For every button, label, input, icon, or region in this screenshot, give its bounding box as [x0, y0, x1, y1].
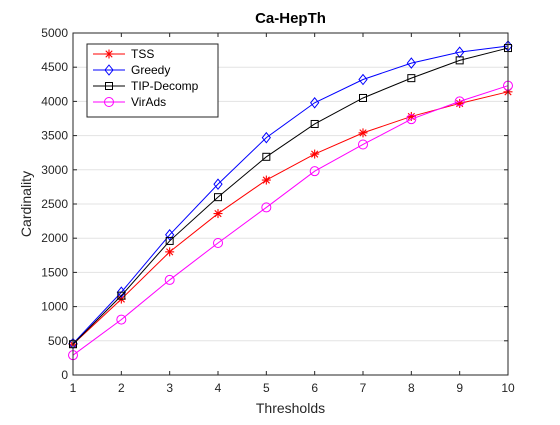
- legend-label: Greedy: [131, 63, 170, 77]
- x-tick-label: 5: [263, 381, 270, 395]
- legend-item: TSS: [93, 47, 154, 61]
- data-point: [261, 175, 271, 185]
- y-tick-label: 2000: [41, 231, 68, 245]
- legend-marker: [105, 82, 113, 90]
- y-tick-label: 3500: [41, 129, 68, 143]
- x-tick-label: 9: [456, 381, 463, 395]
- data-point: [359, 93, 367, 102]
- x-tick-label: 4: [215, 381, 222, 395]
- x-tick-label: 10: [501, 381, 515, 395]
- data-point: [262, 152, 271, 161]
- data-point: [165, 236, 174, 245]
- x-tick-label: 3: [166, 381, 173, 395]
- x-tick-label: 1: [70, 381, 77, 395]
- data-point: [164, 274, 175, 285]
- series-layer: [68, 40, 513, 361]
- legend-marker: [104, 64, 114, 76]
- legend: TSS Greedy TIP-Decomp VirAds: [86, 43, 219, 118]
- data-point: [358, 73, 368, 86]
- data-point: [116, 286, 126, 299]
- data-point: [309, 166, 320, 177]
- x-axis: 1 2 3 4 5 6 7 8 9 10: [70, 33, 515, 395]
- y-axis: 0 500 1000 1500 2000 2500 3000 3500 4000 4500 5000: [41, 26, 508, 382]
- y-tick-label: 1500: [41, 265, 68, 279]
- legend-item: Greedy: [93, 63, 170, 77]
- data-point: [407, 74, 416, 83]
- legend-label: TSS: [131, 47, 154, 61]
- chart-title: Ca-HepTh: [255, 10, 326, 27]
- data-point: [165, 247, 175, 257]
- x-tick-label: 2: [118, 381, 125, 395]
- y-tick-label: 0: [61, 368, 68, 382]
- data-point: [310, 96, 320, 109]
- legend-item: VirAds: [93, 95, 166, 109]
- x-tick-label: 7: [360, 381, 367, 395]
- data-point: [261, 131, 271, 144]
- data-point: [406, 57, 416, 69]
- legend-item: TIP-Decomp: [93, 79, 199, 93]
- y-axis-label: Cardinality: [18, 171, 34, 237]
- series-tip-decomp: [69, 44, 512, 349]
- legend-marker: [104, 97, 114, 107]
- data-point: [454, 96, 465, 107]
- y-tick-label: 3000: [41, 163, 68, 177]
- data-point: [214, 193, 222, 202]
- y-tick-label: 4000: [41, 94, 68, 108]
- legend-marker: [104, 49, 114, 59]
- data-point: [165, 228, 175, 241]
- data-point: [406, 114, 417, 125]
- x-axis-label: Thresholds: [256, 400, 325, 416]
- y-tick-label: 2500: [41, 197, 68, 211]
- series-line: [72, 47, 509, 345]
- x-tick-label: 8: [408, 381, 415, 395]
- series-line: [72, 85, 509, 356]
- series-line: [72, 45, 509, 344]
- data-point: [117, 291, 126, 300]
- legend-label: VirAds: [131, 95, 166, 109]
- series-greedy: [68, 40, 513, 350]
- data-point: [213, 209, 223, 219]
- data-point: [455, 56, 464, 65]
- y-tick-label: 5000: [41, 26, 68, 40]
- data-point: [358, 128, 368, 138]
- data-point: [116, 314, 127, 325]
- data-point: [261, 202, 272, 213]
- data-point: [310, 119, 319, 128]
- y-tick-label: 1000: [41, 300, 68, 314]
- data-point: [358, 139, 368, 150]
- data-point: [213, 178, 223, 190]
- x-tick-label: 6: [311, 381, 318, 395]
- y-tick-label: 4500: [41, 60, 68, 74]
- data-point: [310, 149, 320, 159]
- legend-label: TIP-Decomp: [131, 79, 199, 93]
- y-tick-label: 500: [48, 334, 68, 348]
- data-point: [213, 237, 223, 248]
